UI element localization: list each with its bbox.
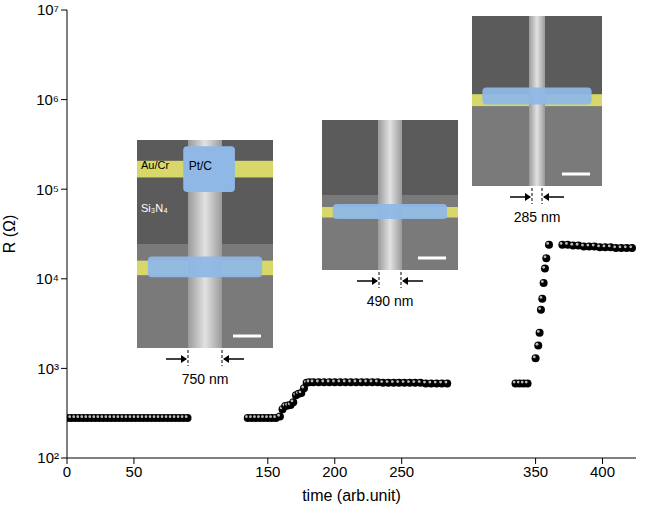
svg-text:10²: 10² (37, 449, 59, 466)
svg-text:400: 400 (590, 463, 615, 480)
svg-text:10³: 10³ (37, 360, 59, 377)
svg-text:time (arb.unit): time (arb.unit) (302, 487, 401, 504)
svg-text:50: 50 (126, 463, 143, 480)
svg-text:150: 150 (255, 463, 280, 480)
svg-text:200: 200 (322, 463, 347, 480)
svg-text:R (Ω): R (Ω) (1, 215, 18, 254)
svg-text:350: 350 (523, 463, 548, 480)
html-text:Si₃N₄: Si₃N₄ (141, 202, 168, 215)
svg-text:10⁴: 10⁴ (36, 270, 59, 287)
svg-text:10⁶: 10⁶ (36, 91, 59, 108)
svg-text:10⁵: 10⁵ (36, 181, 59, 198)
html-text:Pt/C: Pt/C (188, 158, 212, 173)
svg-text:285 nm: 285 nm (514, 209, 561, 225)
svg-text:490 nm: 490 nm (367, 293, 414, 309)
svg-text:10⁷: 10⁷ (37, 1, 59, 18)
svg-text:250: 250 (389, 463, 414, 480)
svg-text:0: 0 (63, 463, 71, 480)
html-text:Au/Cr: Au/Cr (141, 158, 170, 171)
svg-text:750 nm: 750 nm (182, 371, 229, 387)
